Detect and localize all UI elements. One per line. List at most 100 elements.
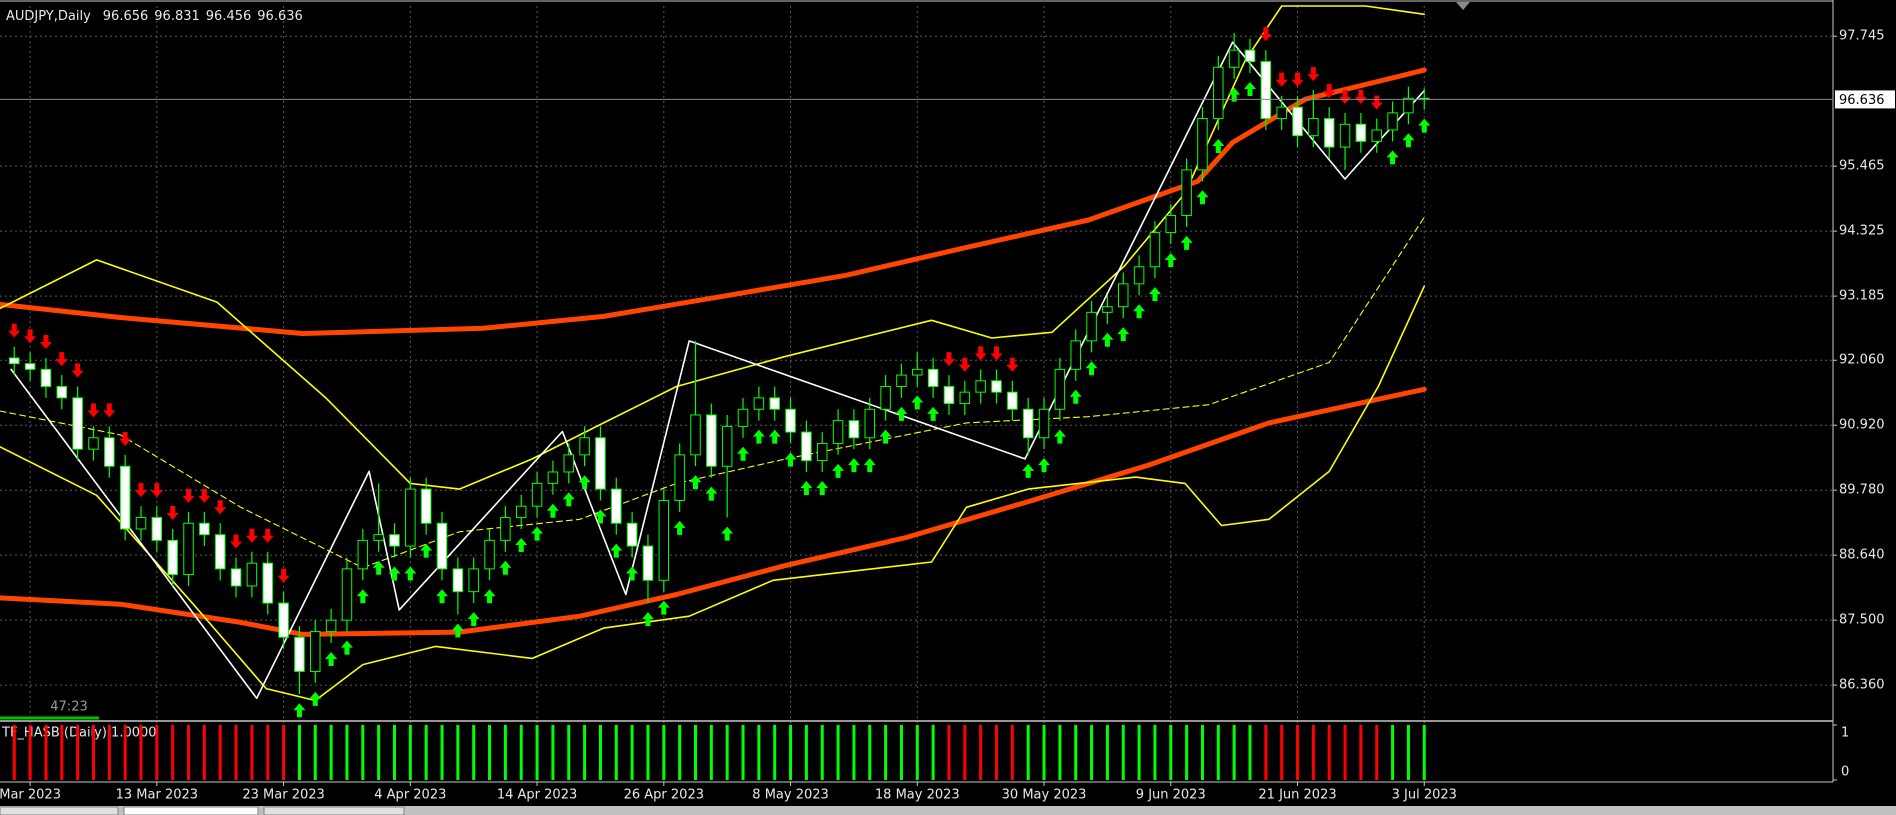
- candle-body: [1197, 118, 1208, 171]
- indicator-bar: [1137, 725, 1141, 780]
- indicator-bar: [693, 725, 697, 780]
- x-tick-label: 21 Jun 2023: [1258, 788, 1336, 803]
- indicator-bar: [139, 725, 143, 780]
- indicator-bar: [1280, 725, 1284, 780]
- indicator-bar: [424, 725, 428, 780]
- candle-body: [912, 368, 923, 376]
- indicator-bar: [678, 725, 682, 780]
- y-tick-label: 95.465: [1839, 159, 1885, 174]
- candle-body: [1244, 49, 1256, 63]
- candle-body: [1387, 112, 1398, 131]
- x-tick-label: 4 Apr 2023: [374, 788, 446, 803]
- candle-body: [595, 437, 606, 490]
- signal-arrow: [388, 566, 401, 581]
- candle-body: [769, 397, 780, 410]
- signal-arrow: [182, 488, 195, 503]
- signal-arrow: [135, 483, 147, 498]
- indicator-bar: [773, 725, 777, 780]
- indicator-bar: [1010, 725, 1014, 780]
- indicator-bar: [392, 725, 396, 780]
- signal-arrow: [1275, 72, 1288, 87]
- candle-body: [864, 408, 876, 439]
- indicator-bar: [1169, 725, 1173, 780]
- indicator-bar: [1311, 725, 1315, 780]
- signal-arrow: [546, 503, 559, 518]
- indicator-bar: [852, 725, 856, 780]
- candle-body: [135, 517, 147, 530]
- x-tick-label: 23 Mar 2023: [242, 788, 324, 803]
- tab[interactable]: [263, 806, 405, 815]
- plot-layer: 97.745 95.465 94.325 93.185 92.060 90.920 89.7…: [0, 5, 1885, 803]
- indicator-bar: [725, 725, 729, 780]
- candle-body: [896, 374, 907, 387]
- candle-body: [262, 562, 273, 604]
- signal-arrow: [1053, 429, 1066, 444]
- tab[interactable]: [123, 806, 259, 815]
- indicator-bar: [171, 725, 175, 780]
- overlay-line: [0, 216, 1425, 569]
- candle-body: [1133, 266, 1145, 285]
- signal-arrow: [689, 475, 702, 490]
- candle-body: [1355, 123, 1367, 142]
- indicator-bar: [187, 725, 191, 780]
- candle-body: [753, 397, 765, 410]
- candle-body: [959, 391, 971, 405]
- signal-arrow: [1117, 327, 1130, 342]
- signal-arrow: [879, 429, 892, 444]
- indicator-bar: [1153, 725, 1157, 780]
- indicator-bar: [1216, 725, 1220, 780]
- signal-arrow: [942, 352, 955, 367]
- candle-body: [357, 539, 369, 570]
- x-tick-label: 13 Mar 2023: [116, 788, 198, 803]
- signal-arrow: [1323, 84, 1336, 99]
- candle-body: [832, 420, 844, 444]
- signal-arrow: [214, 500, 227, 515]
- candle-body: [1102, 306, 1113, 313]
- signal-arrow: [245, 528, 258, 543]
- indicator-bar: [646, 725, 650, 780]
- candle-body: [373, 534, 384, 541]
- indicator-bar: [820, 725, 824, 780]
- candle-body: [658, 499, 670, 581]
- signal-arrow: [1085, 361, 1098, 376]
- signal-arrow: [1402, 133, 1415, 148]
- candle-body: [531, 482, 543, 507]
- candle-body: [389, 534, 400, 547]
- candle-body: [1308, 118, 1319, 137]
- indicator-bar: [1232, 725, 1236, 780]
- indicator-bar: [567, 725, 571, 780]
- indicator-bar: [250, 725, 254, 780]
- x-tick-label: 8 May 2023: [752, 788, 829, 803]
- candle-body: [975, 380, 986, 393]
- signal-arrow: [356, 589, 369, 604]
- tab[interactable]: [0, 806, 119, 815]
- indicator-bar: [28, 725, 32, 780]
- candle-body: [246, 562, 258, 587]
- candle-body: [626, 522, 638, 547]
- signal-arrow: [166, 505, 179, 520]
- indicator-bar: [282, 725, 286, 780]
- signal-arrow: [816, 480, 829, 495]
- signal-arrow: [641, 612, 654, 627]
- signal-arrow: [578, 475, 591, 490]
- indicator-bar: [789, 725, 793, 780]
- candle-body: [183, 522, 194, 576]
- indicator-bar: [123, 725, 127, 780]
- indicator-bar: [1343, 725, 1347, 780]
- x-tick-label: 14 Apr 2023: [497, 788, 577, 803]
- candle-body: [341, 568, 353, 621]
- candle-body: [1149, 232, 1161, 268]
- indicator-bar: [155, 725, 159, 780]
- signal-arrow: [1339, 89, 1352, 104]
- signal-arrow: [673, 520, 686, 535]
- signal-arrow: [800, 480, 813, 495]
- indicator-bar: [963, 725, 967, 780]
- bar-timer: 47:23: [50, 700, 87, 715]
- indicator-bar: [995, 725, 999, 780]
- candle-body: [484, 539, 495, 570]
- open-value: 96.656: [103, 9, 149, 24]
- indicator-bar: [1327, 725, 1331, 780]
- candle-body: [737, 408, 749, 427]
- signal-arrow: [1148, 287, 1161, 302]
